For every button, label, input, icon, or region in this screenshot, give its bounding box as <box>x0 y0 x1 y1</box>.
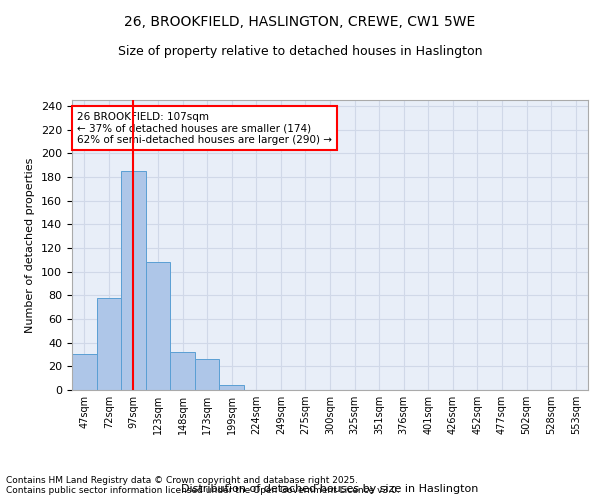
X-axis label: Distribution of detached houses by size in Haslington: Distribution of detached houses by size … <box>181 484 479 494</box>
Text: Contains public sector information licensed under the Open Government Licence v3: Contains public sector information licen… <box>6 486 400 495</box>
Bar <box>220 386 244 390</box>
Bar <box>121 171 146 390</box>
Bar <box>170 352 195 390</box>
Bar <box>146 262 170 390</box>
Bar <box>72 354 97 390</box>
Bar <box>97 298 121 390</box>
Text: Contains HM Land Registry data © Crown copyright and database right 2025.: Contains HM Land Registry data © Crown c… <box>6 476 358 485</box>
Text: Size of property relative to detached houses in Haslington: Size of property relative to detached ho… <box>118 45 482 58</box>
Y-axis label: Number of detached properties: Number of detached properties <box>25 158 35 332</box>
Text: 26 BROOKFIELD: 107sqm
← 37% of detached houses are smaller (174)
62% of semi-det: 26 BROOKFIELD: 107sqm ← 37% of detached … <box>77 112 332 145</box>
Bar <box>195 359 220 390</box>
Text: 26, BROOKFIELD, HASLINGTON, CREWE, CW1 5WE: 26, BROOKFIELD, HASLINGTON, CREWE, CW1 5… <box>124 15 476 29</box>
